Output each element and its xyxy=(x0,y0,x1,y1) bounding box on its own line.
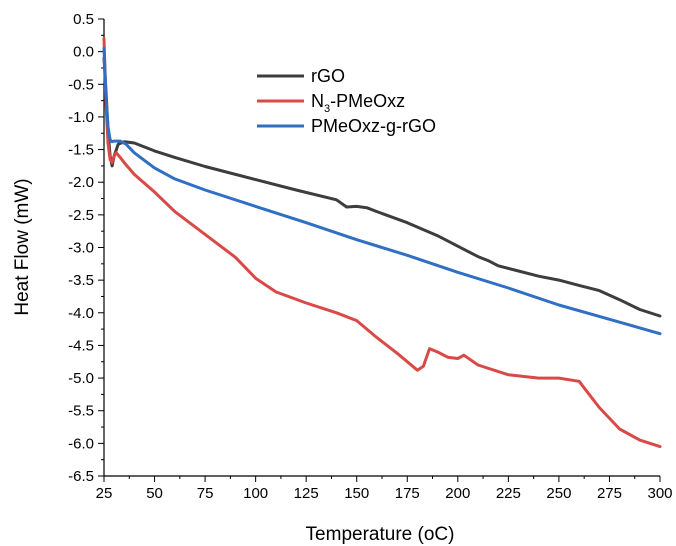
y-tick-label: -4.5 xyxy=(68,337,94,354)
legend-label-rgo: rGO xyxy=(311,66,345,86)
y-tick-label: 0.0 xyxy=(73,44,94,61)
y-tick-label: -4.0 xyxy=(68,305,94,322)
y-axis-ticks: -6.5 -6.0 -5.5 -5.0 -4.5 -4.0 -3.5 -3.0 -2.5 -2.0… xyxy=(68,11,104,485)
y-tick-label: -2.0 xyxy=(68,174,94,191)
x-axis-title: Temperature (oC) xyxy=(306,524,455,545)
y-tick-label: -0.5 xyxy=(68,76,94,93)
series-line-pmeoxz-g-rgo xyxy=(102,46,662,336)
x-tick-label: 200 xyxy=(445,485,470,502)
x-tick-label: 25 xyxy=(96,485,113,502)
y-tick-label: -1.5 xyxy=(68,142,94,159)
x-tick-label: 75 xyxy=(197,485,214,502)
y-tick-label: -5.0 xyxy=(68,370,94,387)
x-tick-label: 225 xyxy=(496,485,521,502)
x-tick-label: 100 xyxy=(243,485,268,502)
y-tick-label: -6.5 xyxy=(68,468,94,485)
x-tick-label: 125 xyxy=(294,485,319,502)
x-axis-ticks: 25 50 75 100 125 150 175 200 225 250 275 300 xyxy=(96,476,673,502)
x-tick-label: 150 xyxy=(344,485,369,502)
y-tick-label: -3.0 xyxy=(68,240,94,257)
series-layer xyxy=(102,37,662,449)
x-tick-label: 175 xyxy=(395,485,420,502)
y-tick-label: -5.5 xyxy=(68,403,94,420)
legend-label-pmeoxz-g-rgo: PMeOxz-g-rGO xyxy=(311,116,436,136)
x-tick-label: 300 xyxy=(647,485,672,502)
y-axis-title: Heat Flow (mW) xyxy=(12,178,33,315)
x-tick-label: 50 xyxy=(146,485,163,502)
x-tick-label: 275 xyxy=(597,485,622,502)
x-tick-label: 250 xyxy=(546,485,571,502)
legend: rGO N3-PMeOxz PMeOxz-g-rGO xyxy=(257,66,436,136)
y-tick-label: -1.0 xyxy=(68,109,94,126)
series-line-n3-pmeoxz xyxy=(102,37,662,449)
legend-label-n3-pmeoxz: N3-PMeOxz xyxy=(311,91,405,115)
y-tick-label: -6.0 xyxy=(68,435,94,452)
y-tick-label: -3.5 xyxy=(68,272,94,289)
y-tick-label: 0.5 xyxy=(73,11,94,28)
y-tick-label: -2.5 xyxy=(68,207,94,224)
